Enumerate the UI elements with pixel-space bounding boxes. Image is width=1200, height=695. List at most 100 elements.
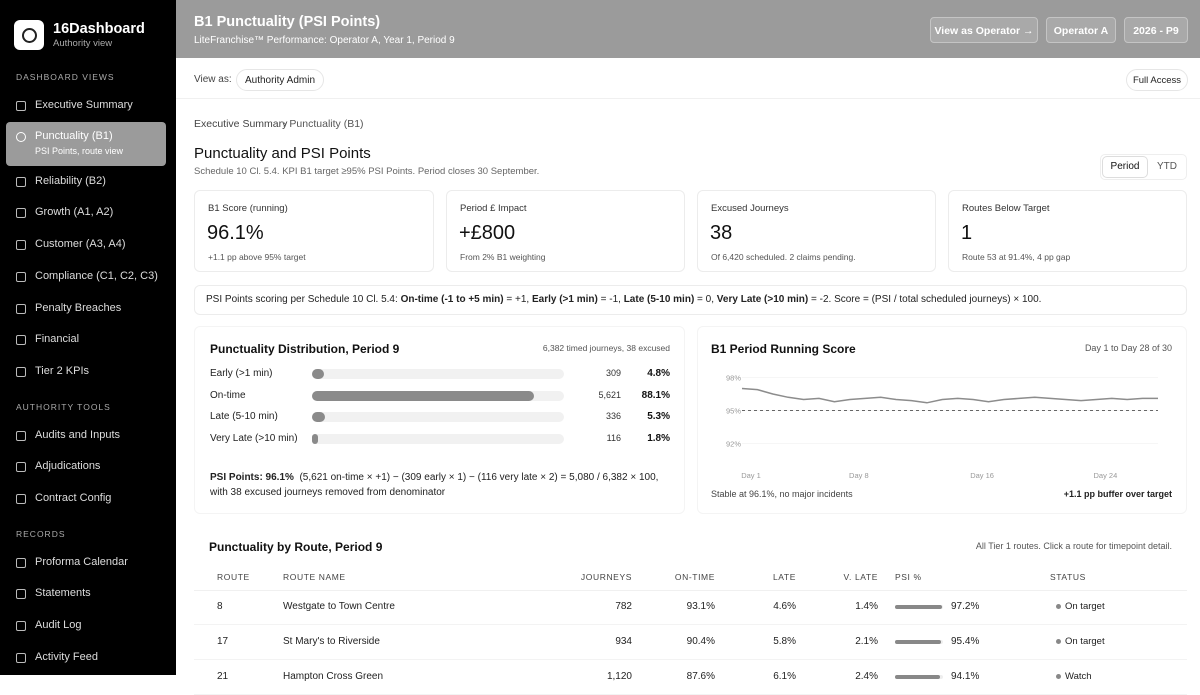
nav-item[interactable]: Executive Summary [0,90,176,122]
nav-icon [16,101,26,111]
x-tick-label: Day 16 [970,471,994,480]
section-title: DASHBOARD VIEWS [16,72,115,82]
nav-icon [16,303,26,314]
panel-title: B1 Period Running Score [711,342,856,356]
viewbar [176,58,1200,99]
nav-label: Tier 2 KPIs [35,364,89,377]
nav-icon [16,462,26,473]
nav-item[interactable]: Audit Log [0,610,176,642]
nav-item[interactable]: Financial [0,324,176,356]
cell: 934 [615,636,632,647]
cell: 90.4% [686,636,715,647]
nav-sub: PSI Points, route view [35,145,124,156]
cell: 21 [217,671,229,682]
nav-item[interactable]: Reliability (B2) [0,166,176,198]
nav-icon [16,494,26,504]
running-chart: 98% 95% 92% Day 1 Day 8 Day 16 Day 24 [726,374,1158,480]
nav-item[interactable]: Activity Feed [0,642,176,674]
nav-icon [16,271,26,282]
section-title: Punctuality by Route, Period 9 [209,540,383,554]
nav-label: Customer (A3, A4) [35,238,126,251]
nav-icon [16,208,26,219]
panel-title: Punctuality Distribution, Period 9 [210,342,400,356]
nav-label: Adjudications [35,460,101,473]
cell: St Mary's to Riverside [283,636,380,647]
header-button[interactable]: 2026 - P9 [1124,17,1188,43]
kpi-label: Routes Below Target [962,203,1050,214]
nav-item[interactable]: Growth (A1, A2) [0,197,176,229]
cell: 8 [217,601,223,612]
column-header: ON-TIME [674,572,715,582]
toggle-option[interactable]: YTD [1157,161,1177,172]
kpi-value: 38 [710,222,733,244]
cell: 95.4% [951,636,980,647]
panel-note: 6,382 timed journeys, 38 excused [542,343,670,353]
psi-bar [895,675,941,679]
kpi-value: +£800 [459,222,516,244]
scoring-text: PSI Points scoring per Schedule 10 Cl. 5… [206,294,401,305]
cell: 5.8% [773,636,796,647]
bar [312,369,325,379]
row-count: 116 [606,433,621,444]
route-row[interactable] [194,590,1187,625]
nav-item[interactable]: Penalty Breaches [0,293,176,325]
kpi-value: 96.1% [207,222,264,244]
nav-item[interactable]: Statements [0,578,176,610]
scoring-text: Late (5-10 min) [623,294,695,305]
nav-item[interactable]: Contract Config [0,483,176,515]
nav-label: Penalty Breaches [35,301,122,314]
nav-icon [16,652,26,663]
route-row[interactable] [194,625,1187,660]
header-button[interactable]: Operator A [1046,17,1116,43]
nav-item[interactable]: Adjudications [0,451,176,483]
nav-item[interactable]: Customer (A3, A4) [0,229,176,261]
x-tick-label: Day 1 [741,471,761,480]
toggle-option[interactable]: Period [1103,157,1147,177]
nav-icon [16,176,26,187]
view-value[interactable]: Authority Admin [236,69,324,91]
nav-icon [16,335,26,346]
kpi-card: Period £ Impact +£800 From 2% B1 weighting [446,190,685,272]
cell: Hampton Cross Green [283,671,384,682]
footer-note: +1.1 pp buffer over target [1063,489,1172,499]
section-note: All Tier 1 routes. Click a route for tim… [975,541,1172,551]
sidebar: 16Dashboard Authority view DASHBOARD VIE… [0,0,176,675]
nav-label: Compliance (C1, C2, C3) [35,269,158,282]
row-label: Very Late (>10 min) [210,433,298,445]
kpi-note: Route 53 at 91.4%, 4 pp gap [962,252,1071,262]
header-button[interactable]: View as Operator → [930,17,1038,43]
column-header: STATUS [1050,572,1086,582]
nav-label: Growth (A1, A2) [35,206,114,219]
nav-item[interactable]: Compliance (C1, C2, C3) [0,261,176,293]
nav-item[interactable]: Tier 2 KPIs [0,356,176,388]
nav-label: Activity Feed [35,650,98,663]
scoring-text: On-time (-1 to +5 min) [400,294,504,305]
row-label: Early (>1 min) [210,368,273,379]
kpi-note: From 2% B1 weighting [460,252,546,262]
breadcrumb-current: › Punctuality (B1) [283,118,364,130]
nav-item[interactable]: Audits and Inputs [0,420,176,452]
row-pct: 1.8% [647,433,670,445]
column-header: PSI % [895,572,922,582]
bar-track [312,412,564,423]
cell: 1.4% [855,601,878,612]
column-header: ROUTE [217,572,250,582]
row-label: Late (5-10 min) [210,411,278,423]
psi-text: PSI Points: 96.1% [210,472,294,483]
cell: 782 [615,601,632,612]
breadcrumb-link[interactable]: Executive Summary [194,118,288,130]
psi-bar [895,605,942,609]
kpi-note: Of 6,420 scheduled. 2 claims pending. [711,252,856,262]
x-tick-label: Day 24 [1093,471,1117,480]
kpi-label: B1 Score (running) [208,203,288,214]
header-title: B1 Punctuality (PSI Points) [194,14,381,30]
status-dot [1056,639,1061,644]
footer-note: Stable at 96.1%, no major incidents [711,489,853,499]
scoring-text: = +1, [503,294,532,305]
cell: 93.1% [686,601,715,612]
nav-item-active[interactable]: Punctuality (B1) PSI Points, route view [6,121,166,166]
nav-item[interactable]: Proforma Calendar [0,547,176,579]
row-count: 309 [605,368,621,378]
cell: 94.1% [951,671,980,682]
